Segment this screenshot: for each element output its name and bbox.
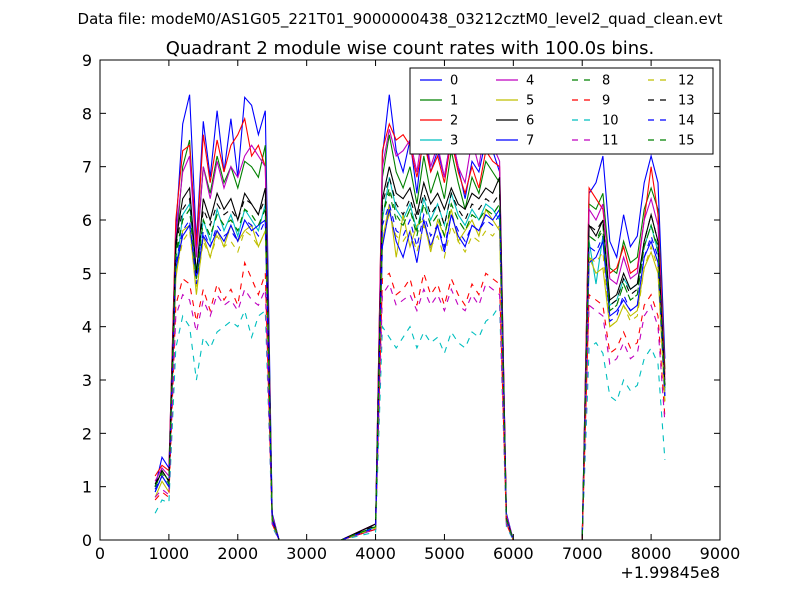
legend-label-6: 6 <box>526 114 534 129</box>
x-tick-label: 9000 <box>700 544 741 563</box>
series-line-10 <box>154 303 666 541</box>
legend-label-13: 13 <box>678 94 695 109</box>
legend-label-8: 8 <box>602 74 610 89</box>
y-tick-label: 2 <box>82 424 92 443</box>
legend-label-1: 1 <box>450 94 458 109</box>
x-tick-label: 3000 <box>286 544 327 563</box>
legend-label-0: 0 <box>450 74 458 89</box>
legend-label-4: 4 <box>526 74 534 89</box>
y-tick-label: 3 <box>82 371 92 390</box>
legend-label-12: 12 <box>678 74 695 89</box>
x-tick-label: 1000 <box>149 544 190 563</box>
legend-label-2: 2 <box>450 114 458 129</box>
x-tick-label: 4000 <box>355 544 396 563</box>
y-tick-label: 0 <box>82 531 92 550</box>
x-tick-label: 2000 <box>217 544 258 563</box>
y-tick-label: 6 <box>82 211 92 230</box>
series-line-9 <box>154 260 666 541</box>
data-file-label: Data file: modeM0/AS1G05_221T01_90000004… <box>78 10 723 29</box>
series-line-11 <box>154 282 666 541</box>
plot-frame <box>99 59 721 541</box>
legend-label-11: 11 <box>602 134 619 149</box>
x-tick-label: 0 <box>95 544 105 563</box>
y-tick-label: 1 <box>82 478 92 497</box>
y-tick-label: 7 <box>82 158 92 177</box>
x-tick-label: 8000 <box>631 544 672 563</box>
legend-label-15: 15 <box>678 134 695 149</box>
legend-label-7: 7 <box>526 134 534 149</box>
x-offset-label: +1.99845e8 <box>620 563 720 582</box>
y-tick-label: 5 <box>82 264 92 283</box>
axes-layer: 0 1000 2000 3000 4000 5000 6000 7000 8000 9000012… <box>82 51 741 563</box>
chart-title: Quadrant 2 module wise count rates with … <box>166 38 655 59</box>
legend-label-10: 10 <box>602 114 619 129</box>
y-tick-label: 4 <box>82 318 92 337</box>
y-tick-label: 8 <box>82 104 92 123</box>
series-line-14 <box>154 202 666 541</box>
x-tick-label: 5000 <box>424 544 465 563</box>
legend-label-9: 9 <box>602 94 610 109</box>
legend-label-3: 3 <box>450 134 458 149</box>
x-tick-label: 6000 <box>493 544 534 563</box>
x-tick-label: 7000 <box>562 544 603 563</box>
y-tick-label: 9 <box>82 51 92 70</box>
series-line-15 <box>154 191 666 541</box>
legend-label-14: 14 <box>678 114 695 129</box>
legend-label-5: 5 <box>526 94 534 109</box>
